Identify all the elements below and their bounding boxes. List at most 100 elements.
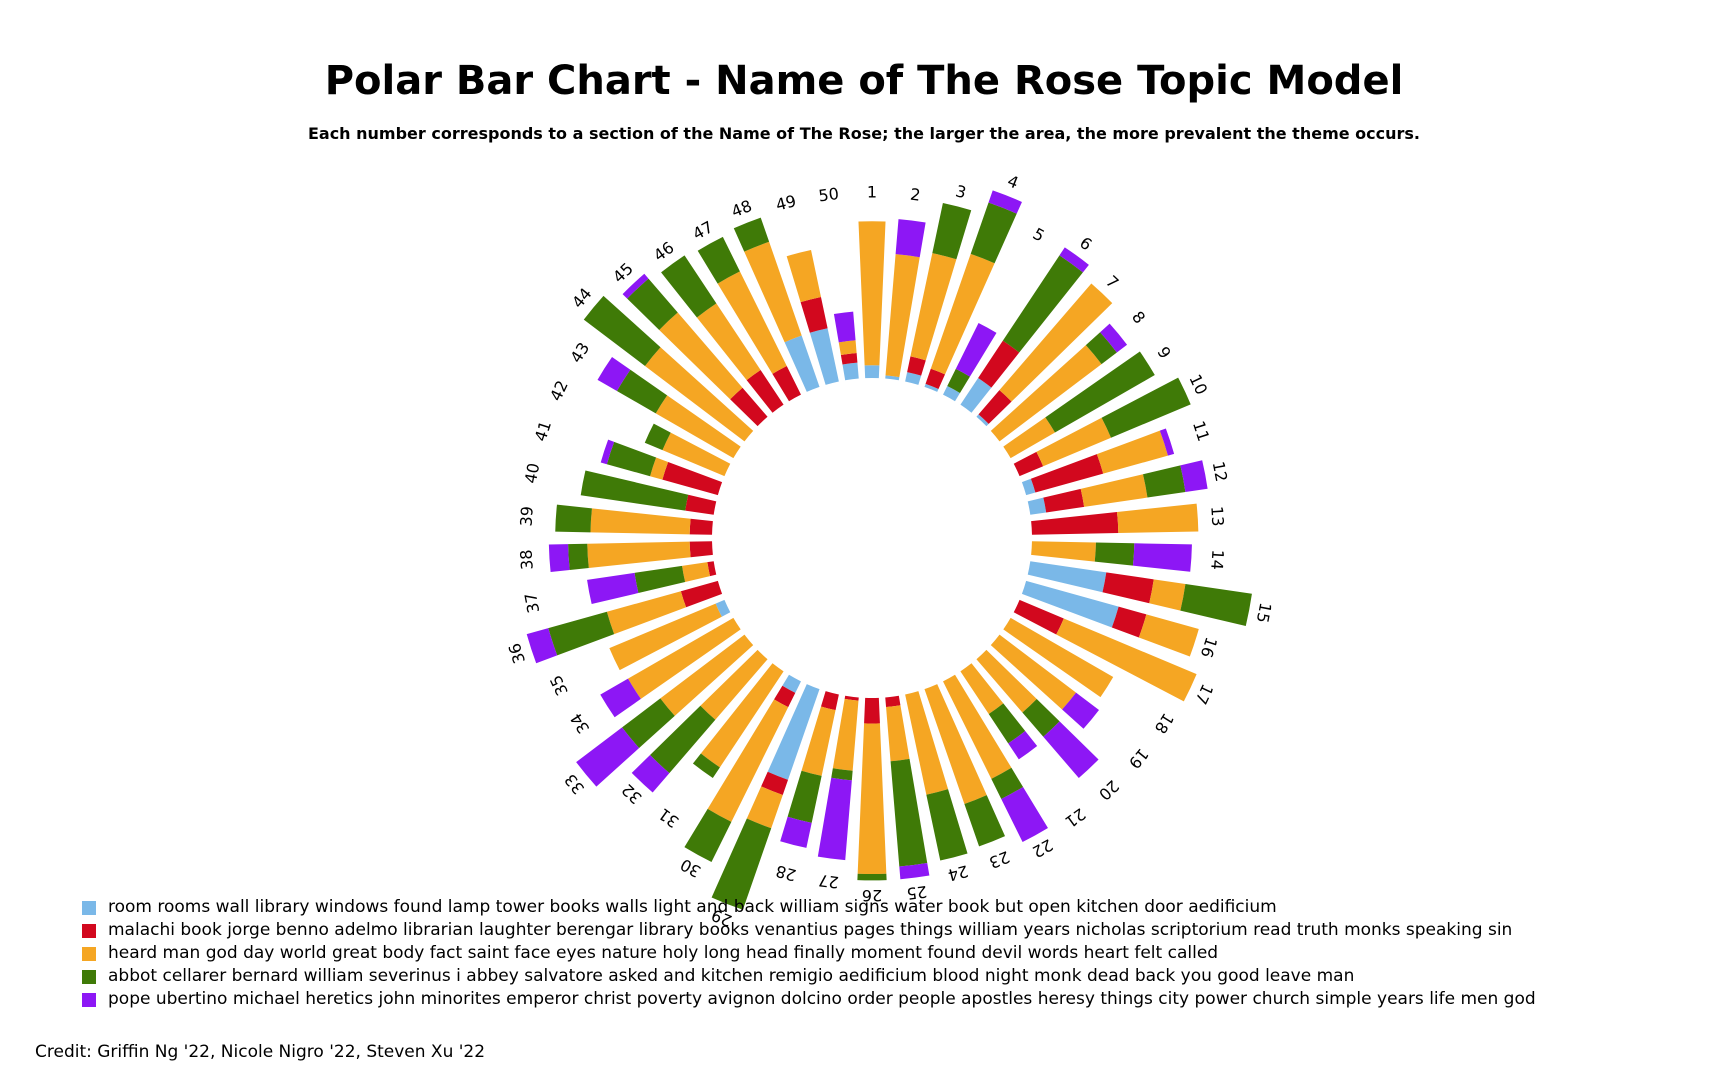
bar-segment-section-20-topic-4 [1022,699,1060,737]
bar-segment-section-1-topic-1 [864,365,880,379]
bar-segment-section-17-topic-3 [1056,618,1197,702]
bar-segment-section-29-topic-4 [711,818,772,910]
bar-segment-section-32-topic-5 [631,754,670,793]
bar-segment-section-27-topic-3 [832,698,859,771]
angular-tick-label: 49 [774,191,798,214]
bar-segment-section-7-topic-1 [976,414,989,427]
angular-tick-label: 14 [1207,549,1227,571]
bar-segment-section-28-topic-5 [780,816,812,848]
legend-label: malachi book jorge benno adelmo libraria… [108,920,1513,940]
bar-segment-section-50-topic-3 [838,340,857,356]
legend-swatch [82,900,96,915]
bar-segment-section-34-topic-3 [628,617,741,699]
bar-segment-section-9-topic-4 [1045,351,1155,433]
angular-tick-label: 37 [521,591,543,615]
bar-segment-section-36-topic-4 [548,611,615,656]
bar-segment-section-43-topic-3 [655,395,741,459]
angular-tick-label: 1 [867,183,877,202]
bar-segment-section-47-topic-4 [697,236,740,284]
bar-segment-section-8-topic-3 [990,345,1102,442]
bar-segment-section-6-topic-1 [960,377,992,413]
bar-segment-section-27-topic-2 [844,695,859,701]
bar-segment-section-16-topic-2 [1111,606,1147,638]
bar-segment-section-47-topic-3 [717,271,787,374]
angular-tick-label: 33 [561,770,589,798]
angular-tick-label: 50 [817,184,840,205]
angular-tick-label: 43 [566,339,593,366]
bar-segment-section-16-topic-1 [1021,580,1119,628]
bar-segment-section-12-topic-2 [1043,488,1085,513]
bar-segment-section-27-topic-4 [831,768,853,781]
bar-segment-section-40-topic-4 [580,470,689,511]
bar-segment-section-13-topic-3 [1117,503,1199,534]
bar-segment-section-13-topic-2 [1031,512,1119,535]
bar-segment-section-28-topic-2 [820,691,839,711]
bar-segment-section-50-topic-1 [842,362,859,381]
angular-tick-label: 25 [906,882,929,903]
bar-segment-section-5-topic-1 [943,386,960,402]
bar-segment-section-2-topic-1 [885,375,900,381]
angular-tick-label: 45 [609,259,637,287]
bar-segment-section-43-topic-5 [597,356,631,392]
bar-segment-section-23-topic-3 [924,684,987,805]
bar-segment-section-22-topic-3 [943,674,1012,779]
bar-segment-section-35-topic-3 [609,603,722,671]
bar-segment-section-2-topic-5 [895,219,926,258]
angular-tick-label: 44 [568,284,596,312]
bar-segment-section-24-topic-3 [905,691,949,795]
angular-tick-label: 38 [517,549,537,571]
bar-segment-section-19-topic-3 [990,634,1077,710]
bar-segment-section-25-topic-5 [899,862,930,880]
angular-tick-label: 6 [1076,233,1095,254]
bar-segment-section-38-topic-3 [587,541,691,569]
chart-title: Polar Bar Chart - Name of The Rose Topic… [324,58,1404,104]
angular-tick-label: 30 [677,855,704,881]
legend-swatch [82,923,96,938]
legend-item-topic-2[interactable]: malachi book jorge benno adelmo libraria… [82,919,1536,942]
bar-segment-section-37-topic-3 [682,562,711,582]
bar-segment-section-30-topic-3 [707,699,789,822]
bar-segment-section-31-topic-4 [692,753,720,779]
angular-tick-label: 28 [774,861,798,884]
bar-segment-section-12-topic-1 [1027,497,1047,515]
bar-segment-section-17-topic-2 [1013,599,1064,635]
bar-segment-section-48-topic-3 [744,241,802,343]
bar-segment-section-11-topic-3 [1096,430,1168,474]
bar-segment-section-4-topic-1 [924,383,939,392]
angular-tick-label: 11 [1189,418,1213,443]
legend-item-topic-1[interactable]: room rooms wall library windows found la… [82,896,1536,919]
bar-segment-section-26-topic-3 [857,723,887,874]
angular-tick-label: 36 [505,641,529,666]
bar-segment-section-20-topic-3 [976,649,1037,713]
bar-segment-section-29-topic-1 [767,684,820,780]
angular-tick-label: 26 [862,886,882,905]
angular-tick-label: 46 [650,238,678,265]
bar-segment-section-47-topic-2 [772,365,801,402]
bar-segment-section-36-topic-5 [526,628,558,664]
angular-tick-label: 42 [546,377,572,404]
legend-swatch [82,946,96,961]
bar-segment-section-46-topic-4 [661,255,717,318]
angular-tick-label: 23 [986,847,1012,872]
angular-tick-label: 15 [1253,601,1275,625]
bar-segment-section-41-topic-2 [662,461,723,496]
chart-subtitle: Each number corresponds to a section of … [307,124,1421,143]
bar-segment-section-5-topic-4 [947,368,970,393]
bar-segment-section-42-topic-4 [644,423,671,451]
bar-segment-section-42-topic-3 [662,432,731,477]
legend: room rooms wall library windows found la… [82,896,1536,1011]
legend-item-topic-5[interactable]: pope ubertino michael heretics john mino… [82,988,1536,1011]
bar-segment-section-6-topic-4 [1002,255,1083,353]
bar-segment-section-14-topic-5 [1132,543,1192,572]
bar-segment-section-49-topic-1 [809,328,839,385]
bar-segment-section-41-topic-3 [650,457,669,480]
legend-item-topic-4[interactable]: abbot cellarer bernard william severinus… [82,965,1536,988]
bar-segment-section-28-topic-4 [787,770,822,823]
angular-tick-label: 7 [1102,272,1122,293]
legend-swatch [82,969,96,984]
bar-segment-section-8-topic-5 [1100,323,1128,353]
legend-item-topic-3[interactable]: heard man god day world great body fact … [82,942,1536,965]
angular-tick-label: 5 [1030,224,1048,246]
bar-segment-section-12-topic-4 [1142,465,1186,498]
